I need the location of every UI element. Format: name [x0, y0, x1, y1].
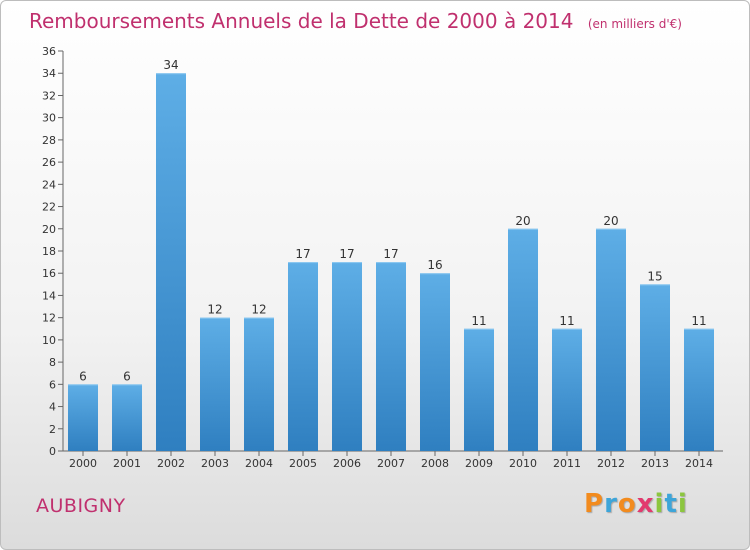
bar-2002	[156, 73, 186, 451]
y-tick-label: 4	[49, 401, 56, 414]
y-tick-label: 32	[42, 89, 56, 102]
y-tick-label: 10	[42, 334, 56, 347]
x-tick-label-2006: 2006	[333, 457, 361, 470]
x-tick-label-2010: 2010	[509, 457, 537, 470]
x-tick-label-2011: 2011	[553, 457, 581, 470]
logo-letter: P	[584, 489, 605, 519]
x-tick-label-2013: 2013	[641, 457, 669, 470]
x-tick-label-2012: 2012	[597, 457, 625, 470]
data-label-2007: 17	[383, 247, 398, 261]
commune-name: AUBIGNY	[36, 495, 126, 517]
chart-title: Remboursements Annuels de la Dette de 20…	[29, 9, 682, 33]
logo-letter: x	[636, 489, 655, 519]
x-tick-label-2002: 2002	[157, 457, 185, 470]
bar-2011	[552, 328, 582, 451]
bar-2001	[112, 384, 142, 451]
bar-2008	[420, 273, 450, 451]
y-tick-label: 36	[42, 45, 56, 58]
logo-letter: r	[604, 489, 618, 519]
data-label-2012: 20	[603, 214, 618, 228]
x-tick-label-2007: 2007	[377, 457, 405, 470]
logo-letter: o	[617, 489, 637, 519]
chart-title-text: Remboursements Annuels de la Dette de 20…	[29, 9, 574, 33]
x-tick-label-2014: 2014	[685, 457, 713, 470]
y-tick-label: 30	[42, 112, 56, 125]
x-tick-label-2000: 2000	[69, 457, 97, 470]
data-label-2010: 20	[515, 214, 530, 228]
y-tick-label: 12	[42, 312, 56, 325]
bar-2003	[200, 317, 230, 451]
data-label-2013: 15	[647, 269, 662, 283]
bar-2000	[68, 384, 98, 451]
logo-letter: i	[677, 489, 688, 519]
data-label-2004: 12	[251, 303, 266, 317]
data-label-2003: 12	[207, 303, 222, 317]
data-label-2011: 11	[559, 314, 574, 328]
bar-2006	[332, 262, 362, 451]
y-tick-label: 20	[42, 223, 56, 236]
data-label-2014: 11	[691, 314, 706, 328]
y-tick-label: 8	[49, 356, 56, 369]
bar-2010	[508, 228, 538, 451]
y-tick-label: 26	[42, 156, 56, 169]
y-tick-label: 22	[42, 201, 56, 214]
data-label-2009: 11	[471, 314, 486, 328]
data-label-2005: 17	[295, 247, 310, 261]
x-tick-label-2001: 2001	[113, 457, 141, 470]
y-tick-label: 2	[49, 423, 56, 436]
data-label-2006: 17	[339, 247, 354, 261]
data-label-2008: 16	[427, 258, 442, 272]
y-tick-label: 34	[42, 67, 56, 80]
y-tick-label: 24	[42, 178, 56, 191]
y-tick-label: 0	[49, 445, 56, 458]
x-tick-label-2005: 2005	[289, 457, 317, 470]
bar-2013	[640, 284, 670, 451]
bar-2009	[464, 328, 494, 451]
bar-2007	[376, 262, 406, 451]
x-tick-label-2003: 2003	[201, 457, 229, 470]
bar-2014	[684, 328, 714, 451]
y-tick-label: 6	[49, 378, 56, 391]
chart-unit: (en milliers d'€)	[587, 17, 682, 31]
bar-2004	[244, 317, 274, 451]
data-label-2001: 6	[123, 369, 131, 383]
data-label-2000: 6	[79, 369, 87, 383]
y-tick-label: 18	[42, 245, 56, 258]
y-tick-label: 16	[42, 267, 56, 280]
y-tick-label: 14	[42, 289, 56, 302]
x-tick-label-2004: 2004	[245, 457, 273, 470]
proxiti-logo: Proxiti	[584, 489, 688, 519]
data-label-2002: 34	[163, 58, 178, 72]
x-tick-label-2009: 2009	[465, 457, 493, 470]
y-tick-label: 28	[42, 134, 56, 147]
bar-2012	[596, 228, 626, 451]
bar-2005	[288, 262, 318, 451]
logo-letter: t	[664, 489, 678, 519]
logo-letter: i	[654, 489, 665, 519]
x-tick-label-2008: 2008	[421, 457, 449, 470]
